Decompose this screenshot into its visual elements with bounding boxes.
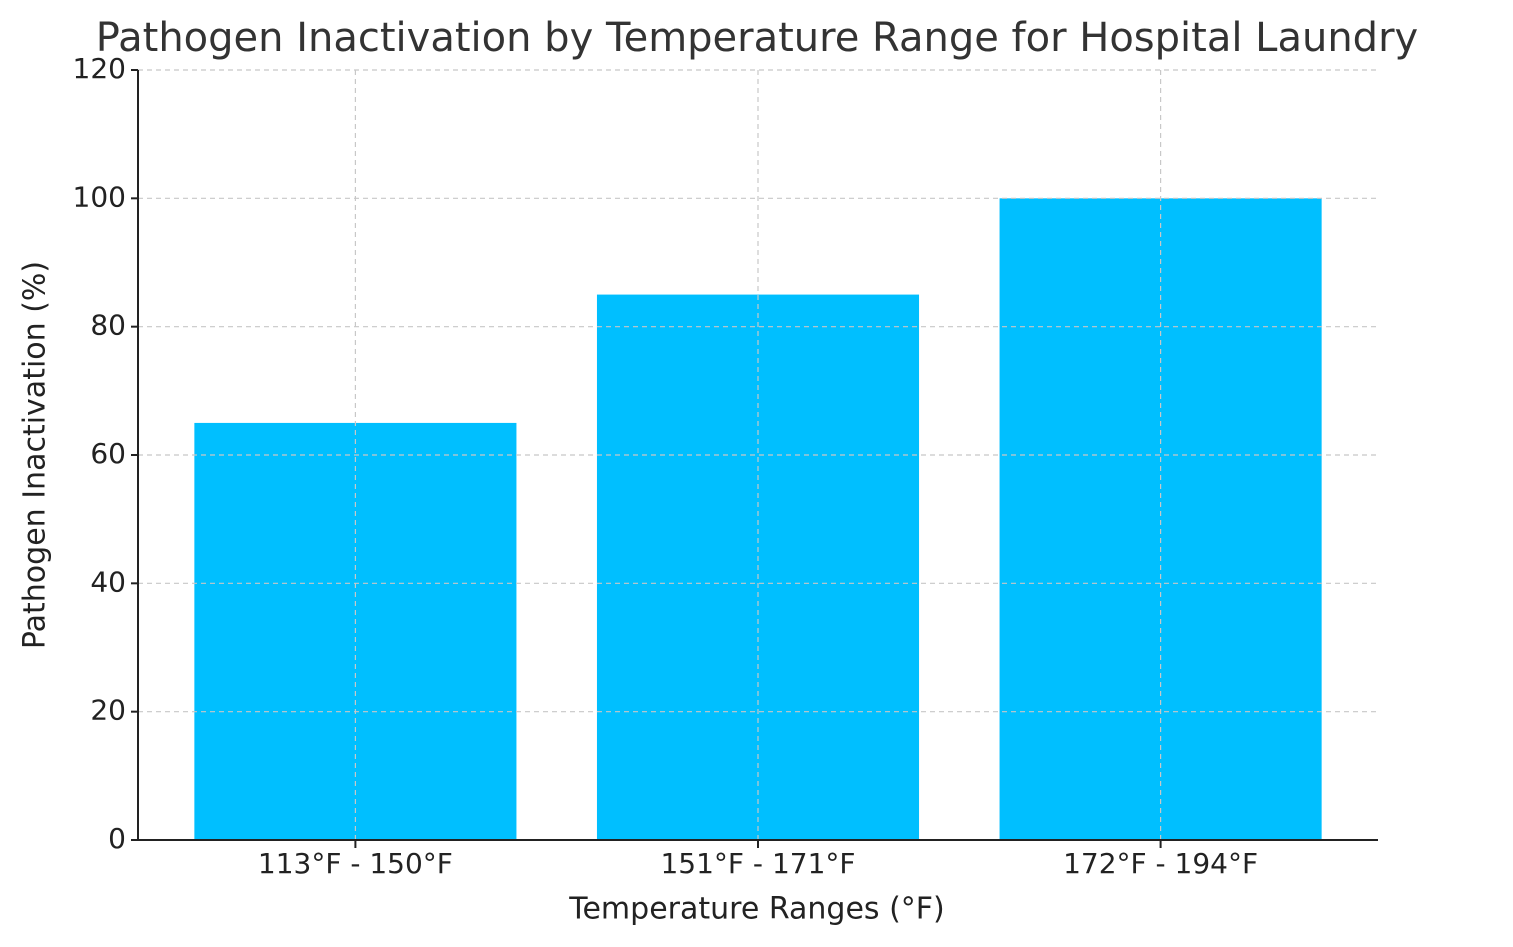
- x-tick-label: 172°F - 194°F: [1063, 847, 1258, 880]
- y-tick-label: 60: [90, 437, 126, 470]
- x-tick-label: 151°F - 171°F: [660, 847, 855, 880]
- y-tick-label: 100: [73, 180, 126, 213]
- y-tick-label: 20: [90, 694, 126, 727]
- y-tick-label: 40: [90, 565, 126, 598]
- y-tick-label: 120: [73, 52, 126, 85]
- chart-title: Pathogen Inactivation by Temperature Ran…: [96, 15, 1418, 61]
- x-tick-label: 113°F - 150°F: [258, 847, 453, 880]
- y-tick-label: 0: [108, 822, 126, 855]
- bar: [999, 198, 1322, 841]
- y-tick-label: 80: [90, 309, 126, 342]
- y-axis-label: Pathogen Inactivation (%): [18, 261, 53, 649]
- x-axis-label: Temperature Ranges (°F): [568, 892, 944, 927]
